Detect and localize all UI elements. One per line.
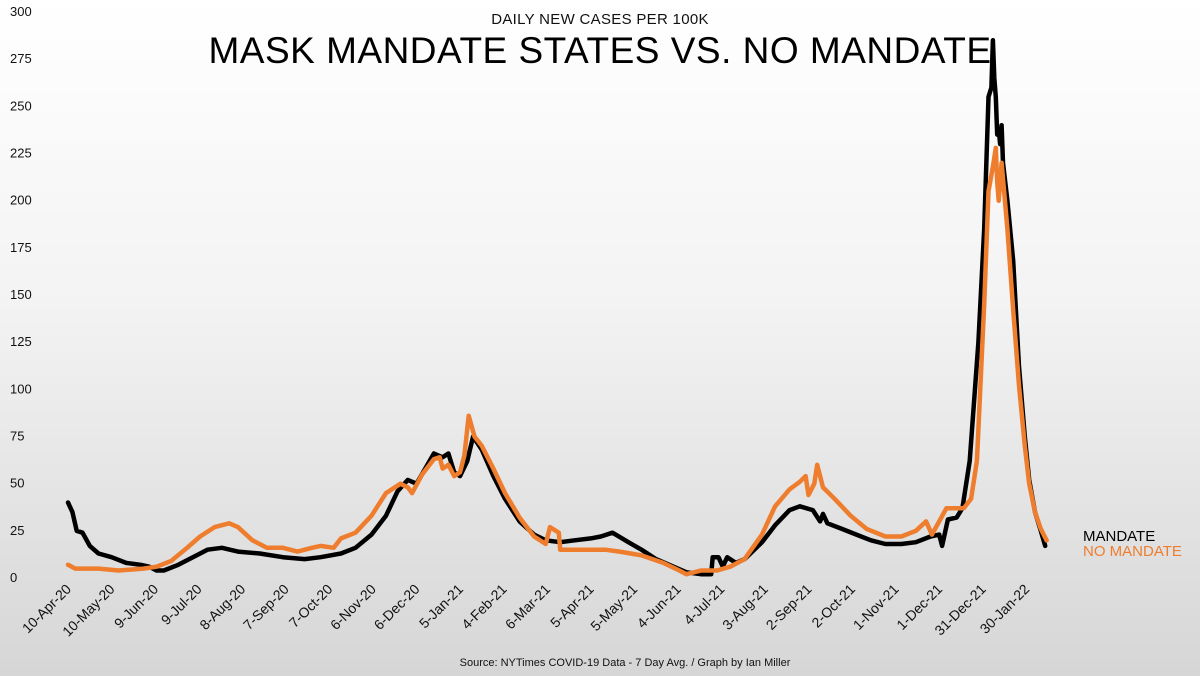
chart-title: MASK MANDATE STATES VS. NO MANDATE	[208, 30, 992, 71]
x-tick-label: 6-Nov-20	[327, 581, 379, 633]
y-tick-label: 50	[10, 476, 24, 491]
series-line-mandate	[65, 38, 1048, 577]
y-tick-label: 250	[10, 98, 32, 113]
chart-subtitle: DAILY NEW CASES PER 100K	[491, 11, 709, 28]
x-tick-label: 1-Nov-21	[850, 581, 902, 633]
y-tick-label: 0	[10, 570, 17, 585]
x-tick-label: 5-Jan-21	[416, 581, 467, 632]
y-tick-label: 200	[10, 193, 32, 208]
x-tick-label: 4-Jun-21	[634, 581, 685, 632]
x-tick-label: 8-Aug-20	[196, 581, 248, 633]
x-tick-label: 4-Feb-21	[458, 581, 510, 633]
y-tick-label: 75	[10, 429, 24, 444]
chart-source: Source: NYTimes COVID-19 Data - 7 Day Av…	[459, 657, 791, 669]
y-tick-label: 25	[10, 523, 24, 538]
y-tick-label: 125	[10, 334, 32, 349]
x-tick-label: 6-Mar-21	[502, 581, 554, 633]
x-tick-label: 7-Sep-20	[240, 581, 292, 633]
y-tick-label: 300	[10, 4, 32, 19]
x-tick-label: 9-Jun-20	[111, 581, 162, 632]
y-tick-label: 175	[10, 240, 32, 255]
x-tick-label: 2-Sep-21	[763, 581, 815, 633]
x-tick-label: 6-Dec-20	[371, 581, 423, 633]
x-tick-label: 3-Aug-21	[719, 581, 771, 633]
series-line-no-mandate	[65, 145, 1049, 577]
series-label-no-mandate: NO MANDATE	[1083, 543, 1182, 560]
y-tick-label: 275	[10, 51, 32, 66]
y-tick-label: 150	[10, 287, 32, 302]
y-tick-label: 100	[10, 381, 32, 396]
series-label-mandate: MANDATE	[1083, 528, 1155, 545]
x-tick-label: 5-May-21	[587, 581, 640, 634]
y-tick-label: 225	[10, 146, 32, 161]
